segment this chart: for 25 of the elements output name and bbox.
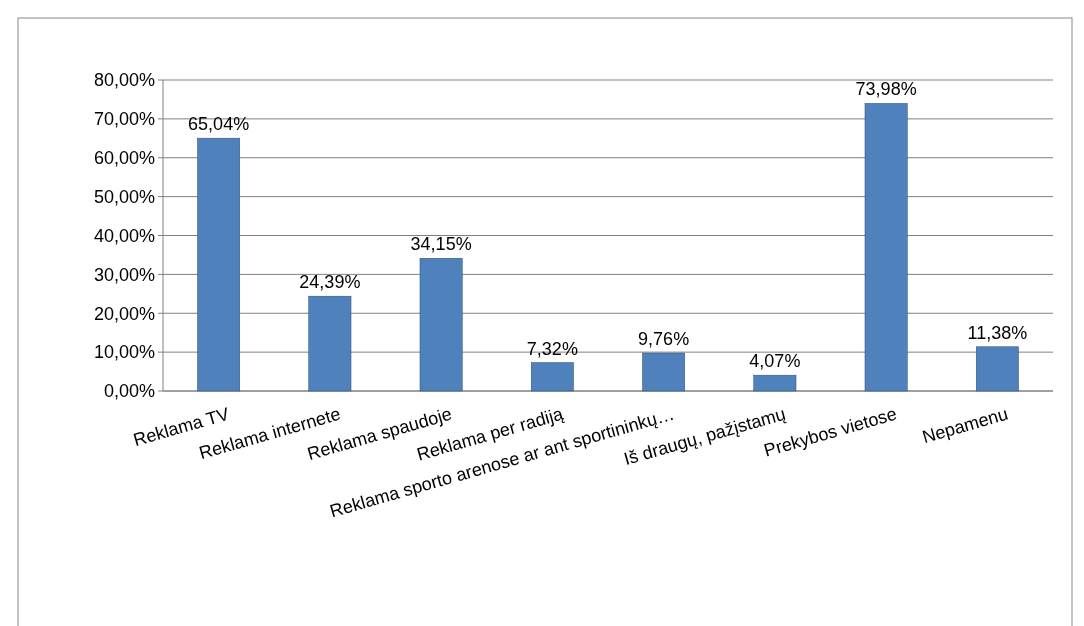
data-label: 7,32%	[526, 338, 578, 359]
data-label: 24,39%	[299, 272, 361, 293]
data-label: 11,38%	[967, 322, 1028, 343]
bar	[308, 295, 352, 392]
y-tick-label: 50,00%	[93, 186, 155, 207]
y-tick-label: 0,00%	[103, 381, 155, 402]
y-tick-label: 10,00%	[93, 342, 155, 363]
data-label: 34,15%	[410, 234, 472, 255]
y-tick-label: 30,00%	[93, 264, 155, 285]
bar	[642, 352, 686, 392]
bar	[753, 374, 797, 392]
bar	[530, 362, 574, 392]
bar	[197, 137, 241, 392]
y-tick-label: 70,00%	[93, 109, 155, 130]
y-tick-label: 80,00%	[93, 70, 155, 91]
bar	[864, 103, 908, 392]
bar	[419, 257, 463, 392]
data-label: 4,07%	[749, 351, 801, 372]
y-tick-label: 20,00%	[93, 303, 155, 324]
bar	[975, 346, 1019, 392]
y-tick-label: 40,00%	[93, 225, 155, 246]
data-label: 73,98%	[855, 79, 917, 100]
y-tick-label: 60,00%	[93, 148, 155, 169]
data-label: 65,04%	[188, 114, 250, 135]
data-label: 9,76%	[638, 329, 690, 350]
